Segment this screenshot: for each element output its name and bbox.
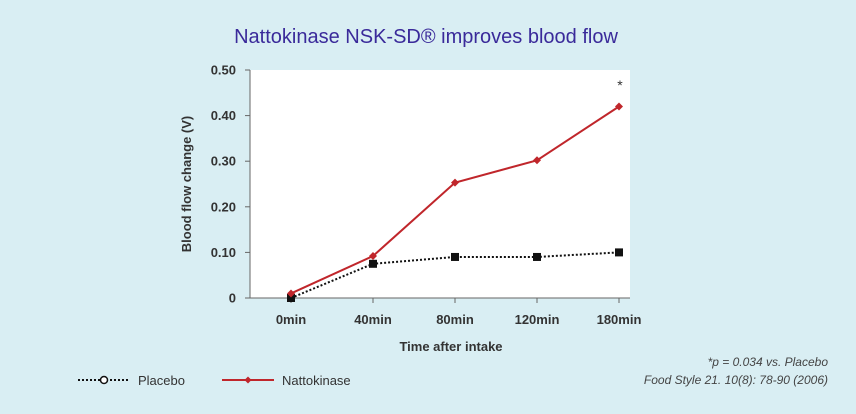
legend-placebo-label: Placebo xyxy=(138,373,185,388)
y-tick-label: 0.50 xyxy=(211,63,236,78)
y-tick-label: 0 xyxy=(229,291,236,306)
legend-nattokinase-label: Nattokinase xyxy=(282,373,351,388)
footnote: *p = 0.034 vs. Placebo xyxy=(708,355,829,369)
significance-annotation: * xyxy=(617,77,623,93)
y-tick-label: 0.20 xyxy=(211,199,236,214)
x-tick-label: 120min xyxy=(515,312,560,327)
x-tick-label: 180min xyxy=(597,312,642,327)
y-tick-label: 0.30 xyxy=(211,154,236,169)
data-point-nattokinase xyxy=(287,289,295,298)
series-line-placebo xyxy=(290,251,620,299)
legend: Placebo Nattokinase xyxy=(78,373,351,388)
x-axis-label: Time after intake xyxy=(399,339,502,354)
source-citation: Food Style 21. 10(8): 78-90 (2006) xyxy=(644,373,828,387)
plot-area xyxy=(250,70,630,298)
data-point-nattokinase xyxy=(451,178,459,187)
y-tick-label: 0.10 xyxy=(211,245,236,260)
data-point-placebo xyxy=(287,294,295,302)
data-point-nattokinase xyxy=(369,252,377,261)
chart-title: Nattokinase NSK-SD® improves blood flow xyxy=(234,26,618,48)
x-tick-label: 80min xyxy=(436,312,474,327)
legend-item-nattokinase: Nattokinase xyxy=(222,373,351,388)
legend-nattokinase-marker xyxy=(244,376,252,384)
data-point-placebo xyxy=(615,248,623,257)
data-point-nattokinase xyxy=(533,156,541,165)
data-point-placebo xyxy=(451,252,459,261)
x-tick-label: 40min xyxy=(354,312,392,327)
y-axis-label: Blood flow change (V) xyxy=(179,116,194,253)
data-point-placebo xyxy=(533,252,541,261)
x-tick-label: 0min xyxy=(276,312,306,327)
data-point-nattokinase xyxy=(615,102,623,111)
legend-item-placebo: Placebo xyxy=(78,373,185,388)
y-tick-label: 0.40 xyxy=(211,108,236,123)
legend-placebo-marker xyxy=(99,375,109,385)
data-point-placebo xyxy=(369,259,377,268)
